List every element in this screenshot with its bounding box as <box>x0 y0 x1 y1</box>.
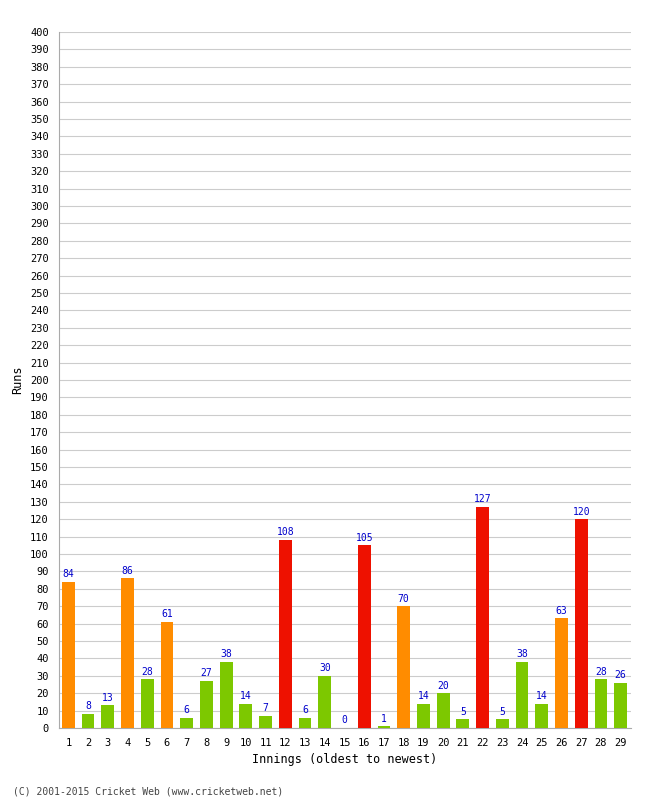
Bar <box>496 719 509 728</box>
Text: 38: 38 <box>516 650 528 659</box>
Text: 28: 28 <box>142 666 153 677</box>
Text: 7: 7 <box>263 703 268 714</box>
Text: 13: 13 <box>102 693 114 702</box>
Bar <box>417 704 430 728</box>
Text: 8: 8 <box>85 702 91 711</box>
Text: 38: 38 <box>220 650 232 659</box>
Bar <box>614 682 627 728</box>
Bar <box>397 606 410 728</box>
Text: 14: 14 <box>240 691 252 701</box>
Text: 86: 86 <box>122 566 133 576</box>
Bar <box>82 714 94 728</box>
Bar <box>437 693 450 728</box>
Bar <box>180 718 193 728</box>
Bar <box>358 546 370 728</box>
Bar <box>259 716 272 728</box>
Bar <box>536 704 548 728</box>
Y-axis label: Runs: Runs <box>12 366 25 394</box>
Bar <box>220 662 233 728</box>
Text: 0: 0 <box>341 715 348 726</box>
Text: 28: 28 <box>595 666 607 677</box>
Bar <box>575 519 588 728</box>
Bar <box>161 622 174 728</box>
Text: (C) 2001-2015 Cricket Web (www.cricketweb.net): (C) 2001-2015 Cricket Web (www.cricketwe… <box>13 786 283 796</box>
Bar <box>515 662 528 728</box>
Text: 105: 105 <box>356 533 373 542</box>
Bar <box>121 578 134 728</box>
Text: 27: 27 <box>201 669 213 678</box>
Bar <box>378 726 391 728</box>
Bar <box>318 676 332 728</box>
Text: 6: 6 <box>302 705 308 715</box>
Bar <box>101 706 114 728</box>
Text: 20: 20 <box>437 681 449 690</box>
Text: 5: 5 <box>499 706 505 717</box>
Text: 127: 127 <box>474 494 491 505</box>
Text: 61: 61 <box>161 610 173 619</box>
Text: 14: 14 <box>417 691 429 701</box>
Text: 1: 1 <box>381 714 387 724</box>
Bar <box>62 582 75 728</box>
Text: 108: 108 <box>276 527 294 538</box>
Bar <box>476 507 489 728</box>
Text: 5: 5 <box>460 706 466 717</box>
Bar <box>595 679 607 728</box>
Bar <box>555 618 568 728</box>
Bar <box>279 540 292 728</box>
Bar <box>298 718 311 728</box>
Text: 30: 30 <box>319 663 331 673</box>
Text: 63: 63 <box>556 606 567 616</box>
Bar <box>141 679 153 728</box>
Bar <box>200 681 213 728</box>
Text: 26: 26 <box>615 670 627 680</box>
Text: 6: 6 <box>184 705 190 715</box>
Text: 14: 14 <box>536 691 547 701</box>
Bar <box>239 704 252 728</box>
Text: 84: 84 <box>62 570 74 579</box>
Bar <box>456 719 469 728</box>
Text: 120: 120 <box>573 506 590 517</box>
Text: 70: 70 <box>398 594 410 603</box>
X-axis label: Innings (oldest to newest): Innings (oldest to newest) <box>252 754 437 766</box>
